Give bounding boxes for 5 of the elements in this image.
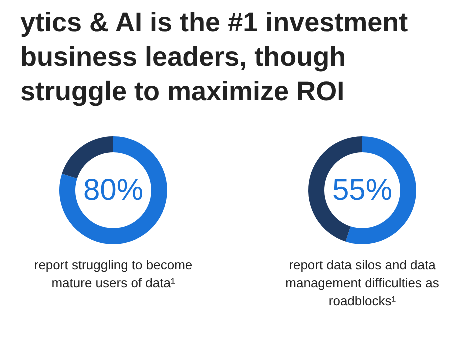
text: report struggling to become mature users of data¹ (34, 258, 193, 290)
chart-title: ytics & AI is the #1 investment business leaders, though struggle to maximize ROI (20, 8, 408, 106)
text: 55% (332, 174, 393, 207)
text: report data silos and data management difficulties as roadblocks¹ (286, 258, 440, 308)
text: 80% (83, 174, 144, 207)
